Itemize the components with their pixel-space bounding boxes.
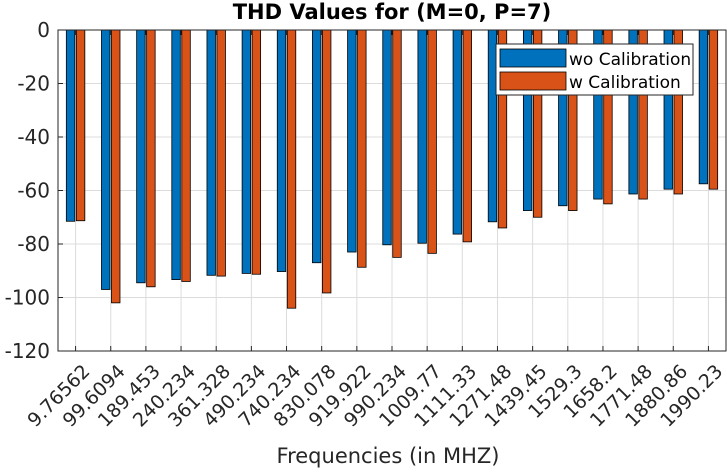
legend-swatch-w-calibration [499,71,567,91]
bar-wo-calibration [65,29,76,222]
bars [65,29,719,309]
y-axis-ticks: 0 -20 -40 -60 -80 -100 -120 [5,18,63,363]
bar-w-calibration [286,29,297,309]
bar-wo-calibration [206,29,216,276]
bar-w-calibration [75,29,86,222]
bar-wo-calibration [241,29,252,274]
y-tick-label: -40 [17,125,50,149]
bar-w-calibration [111,29,121,304]
y-tick-label: -20 [17,72,50,96]
bar-w-calibration [216,29,226,277]
bar-w-calibration [427,29,437,254]
y-tick-label: -60 [17,179,50,203]
y-tick-label: -80 [17,232,50,256]
bar-w-calibration [181,29,191,282]
bar-wo-calibration [487,29,498,223]
bar-wo-calibration [136,29,146,284]
bar-w-calibration [462,29,472,243]
legend-label-w-calibration: w Calibration [569,73,681,93]
bar-wo-calibration [312,29,322,264]
bar-w-calibration [708,29,719,190]
bar-wo-calibration [171,29,181,280]
y-tick-label: -120 [5,339,50,363]
bar-w-calibration [146,29,156,288]
y-tick-label: 0 [37,18,50,42]
bar-wo-calibration [417,29,427,244]
bar-w-calibration [251,29,262,275]
bar-w-calibration [392,29,402,258]
bar-wo-calibration [347,29,357,253]
bar-wo-calibration [276,29,287,272]
legend-swatch-wo-calibration [499,48,567,68]
grid-lines [58,29,726,352]
bar-w-calibration [322,29,332,294]
bar-wo-calibration [698,29,709,185]
bar-wo-calibration [101,29,111,290]
legend: wo Calibration w Calibration [495,43,694,96]
legend-label-wo-calibration: wo Calibration [569,50,691,70]
x-axis-label: Frequencies (in MHZ) [277,444,500,468]
bar-wo-calibration [452,29,462,235]
y-tick-label: -100 [5,286,50,310]
bar-wo-calibration [382,29,392,246]
bar-w-calibration [357,29,367,268]
chart-title: THD Values for (M=0, P=7) [233,0,552,24]
